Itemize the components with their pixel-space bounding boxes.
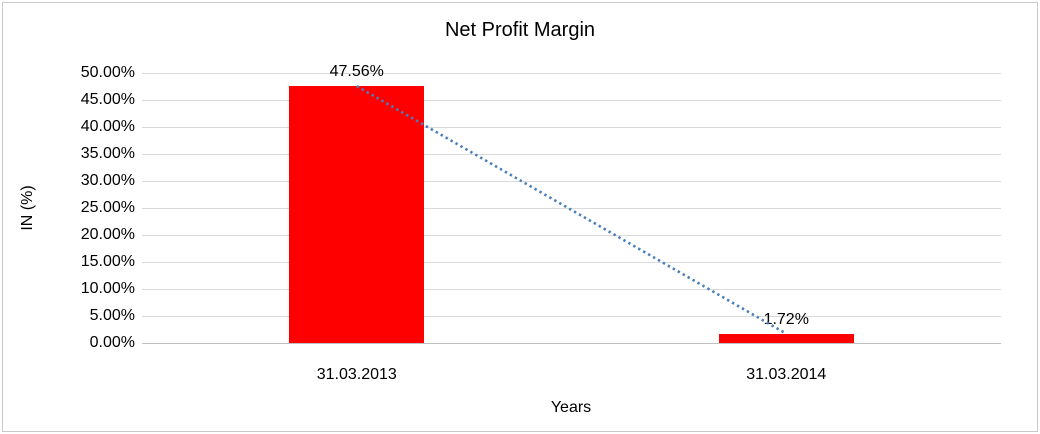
y-tick-label: 0.00%: [89, 334, 135, 351]
gridline: [142, 100, 1001, 101]
y-tick-label: 45.00%: [80, 91, 135, 108]
gridline: [142, 73, 1001, 74]
y-tick-label: 20.00%: [80, 226, 135, 243]
y-tick-label: 50.00%: [80, 64, 135, 81]
gridline: [142, 289, 1001, 290]
y-tick-label: 25.00%: [80, 199, 135, 216]
y-tick-label: 10.00%: [80, 280, 135, 297]
x-axis-line: [142, 343, 1001, 344]
bar-31-03-2014: [718, 333, 854, 343]
data-label: 1.72%: [763, 310, 809, 328]
y-tick-label: 5.00%: [89, 307, 135, 324]
chart-title: Net Profit Margin: [444, 19, 596, 41]
y-tick-label: 40.00%: [80, 118, 135, 135]
x-axis-title: Years: [550, 399, 592, 416]
x-tick-label: 31.03.2014: [746, 366, 827, 383]
gridline: [142, 262, 1001, 263]
gridline: [142, 316, 1001, 317]
gridline: [142, 235, 1001, 236]
gridline: [142, 154, 1001, 155]
gridline: [142, 208, 1001, 209]
y-tick-label: 30.00%: [80, 172, 135, 189]
x-tick-label: 31.03.2013: [316, 366, 397, 383]
y-tick-label: 35.00%: [80, 145, 135, 162]
data-label: 47.56%: [329, 63, 384, 81]
gridline: [142, 127, 1001, 128]
gridline: [142, 181, 1001, 182]
y-axis-title: IN (%): [19, 185, 36, 231]
bar-31-03-2013: [289, 86, 425, 343]
y-tick-label: 15.00%: [80, 253, 135, 270]
